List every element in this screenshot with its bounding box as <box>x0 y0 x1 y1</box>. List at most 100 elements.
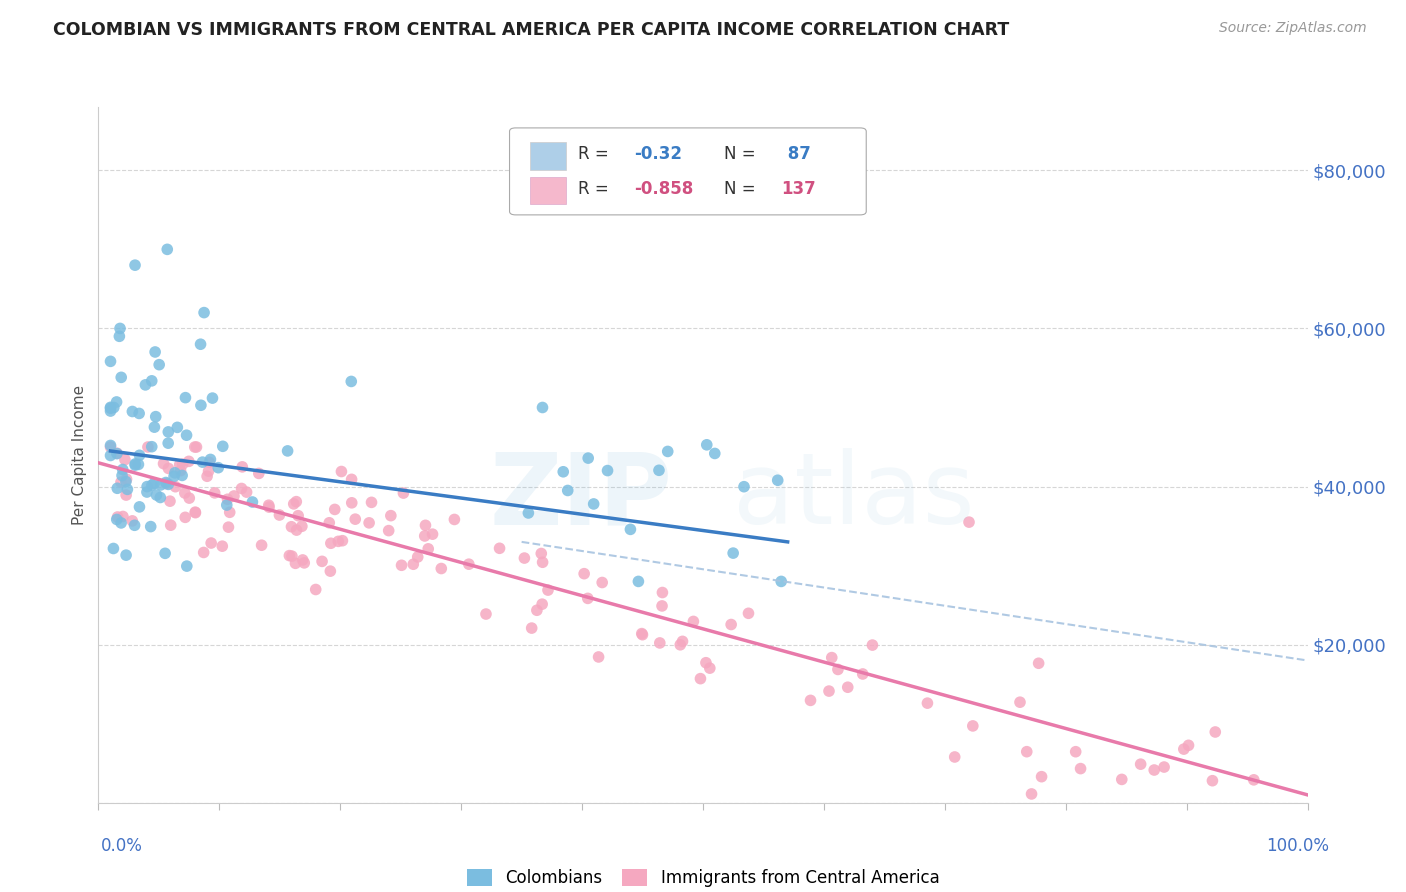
Point <box>111 462 134 476</box>
Point <box>1028 657 1050 671</box>
Point <box>340 375 363 389</box>
Point <box>103 541 125 556</box>
Point <box>231 482 253 496</box>
Point <box>591 575 613 590</box>
Point <box>328 534 350 549</box>
Point <box>124 518 146 533</box>
Point <box>177 454 200 468</box>
Point <box>311 554 333 568</box>
Point <box>231 459 253 474</box>
Point <box>1204 725 1226 739</box>
Text: R =: R = <box>578 180 614 198</box>
Point <box>190 398 212 412</box>
Point <box>596 464 619 478</box>
Point <box>157 425 180 439</box>
Point <box>193 305 215 319</box>
Point <box>117 483 139 497</box>
Point <box>121 404 143 418</box>
Point <box>360 495 382 509</box>
Point <box>222 489 245 503</box>
Point <box>957 515 980 529</box>
Point <box>402 558 425 572</box>
Point <box>860 638 883 652</box>
Point <box>124 458 146 472</box>
Point <box>627 574 650 589</box>
Text: 87: 87 <box>782 145 810 163</box>
Point <box>406 549 429 564</box>
Point <box>103 401 125 415</box>
Point <box>332 533 354 548</box>
Point <box>380 508 402 523</box>
Point <box>1111 772 1133 787</box>
Point <box>576 591 599 606</box>
Point <box>1153 760 1175 774</box>
Point <box>588 650 610 665</box>
Point <box>136 485 159 500</box>
Point <box>257 498 280 512</box>
Point <box>105 446 128 460</box>
Point <box>818 684 841 698</box>
Point <box>136 479 159 493</box>
Point <box>191 455 214 469</box>
Point <box>413 529 436 543</box>
Point <box>291 553 314 567</box>
Point <box>520 621 543 635</box>
Point <box>166 420 188 434</box>
Point <box>173 486 195 500</box>
Point <box>172 468 194 483</box>
Point <box>703 446 725 460</box>
Point <box>157 436 180 450</box>
Point <box>553 465 575 479</box>
Point <box>318 516 340 530</box>
Text: N =: N = <box>724 145 761 163</box>
Point <box>207 460 229 475</box>
Point <box>281 549 304 563</box>
Point <box>121 514 143 528</box>
Point <box>108 321 131 335</box>
Point <box>770 574 793 589</box>
Point <box>671 634 693 648</box>
Point <box>186 440 208 454</box>
Text: -0.858: -0.858 <box>634 180 693 198</box>
Point <box>531 597 554 611</box>
Point <box>537 583 560 598</box>
Point <box>115 488 138 502</box>
Point <box>155 475 177 490</box>
Point <box>136 440 159 454</box>
Point <box>115 548 138 562</box>
Point <box>200 452 222 467</box>
Point <box>111 468 134 483</box>
Point <box>418 541 440 556</box>
Point <box>557 483 579 498</box>
Point <box>114 452 136 467</box>
Point <box>105 395 128 409</box>
Text: 137: 137 <box>782 180 817 198</box>
Point <box>1031 770 1053 784</box>
Point <box>152 457 174 471</box>
Point <box>766 473 789 487</box>
Point <box>1243 772 1265 787</box>
Point <box>392 486 415 500</box>
Point <box>377 524 399 538</box>
Text: COLOMBIAN VS IMMIGRANTS FROM CENTRAL AMERICA PER CAPITA INCOME CORRELATION CHART: COLOMBIAN VS IMMIGRANTS FROM CENTRAL AME… <box>53 21 1010 39</box>
Point <box>340 496 363 510</box>
Point <box>204 486 226 500</box>
Point <box>531 401 554 415</box>
Point <box>100 438 122 452</box>
Point <box>1129 757 1152 772</box>
Point <box>696 438 718 452</box>
Point <box>799 693 821 707</box>
Point <box>156 243 179 257</box>
Point <box>443 512 465 526</box>
Point <box>169 458 191 472</box>
Point <box>174 391 197 405</box>
Point <box>415 518 437 533</box>
Point <box>217 492 239 507</box>
Point <box>141 440 163 454</box>
Point <box>619 522 641 536</box>
Point <box>1015 745 1038 759</box>
Point <box>517 506 540 520</box>
Point <box>277 443 299 458</box>
Point <box>128 448 150 462</box>
Point <box>218 505 240 519</box>
